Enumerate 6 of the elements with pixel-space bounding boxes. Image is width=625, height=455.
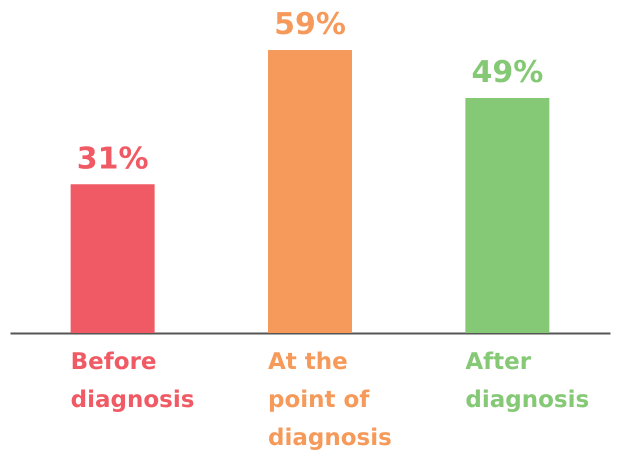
data-label: 49% — [471, 54, 544, 90]
x-tick-label: At the point of diagnosis — [268, 349, 392, 451]
x-tick-label: After diagnosis — [465, 349, 590, 413]
data-label: 31% — [76, 141, 149, 176]
data-label: 59% — [274, 7, 346, 42]
x-tick-label: Before diagnosis — [70, 349, 194, 413]
